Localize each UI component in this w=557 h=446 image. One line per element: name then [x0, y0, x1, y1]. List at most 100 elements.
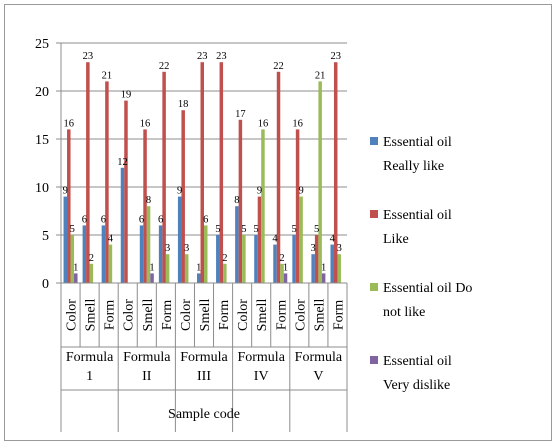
bar	[242, 235, 246, 283]
bar	[89, 263, 94, 283]
y-tick-label: 5	[42, 229, 49, 244]
group-label: Formula	[123, 350, 171, 365]
bar	[82, 225, 87, 283]
legend-swatch	[370, 283, 378, 291]
data-label: 23	[197, 51, 208, 62]
data-label: 16	[140, 118, 151, 129]
bar	[223, 263, 227, 283]
data-label: 19	[121, 90, 132, 101]
x-category-label: Form	[160, 300, 175, 330]
x-category-label: Smell	[255, 299, 270, 332]
x-category-label: Color	[293, 299, 308, 331]
data-label: 1	[321, 262, 326, 273]
data-label: 1	[73, 262, 78, 273]
x-category-label: Smell	[312, 299, 327, 332]
data-label: 17	[235, 109, 246, 120]
legend-swatch	[370, 137, 378, 145]
data-label: 23	[216, 51, 227, 62]
bar	[67, 129, 71, 283]
data-label: 6	[82, 214, 87, 225]
data-label: 23	[330, 51, 341, 62]
bar	[165, 254, 170, 283]
group-label: III	[197, 369, 211, 384]
x-category-label: Smell	[141, 299, 156, 332]
data-label: 5	[253, 224, 258, 235]
data-label: 2	[89, 253, 94, 264]
legend-label: Essential oil	[383, 208, 452, 223]
data-label: 12	[117, 157, 128, 168]
data-label: 16	[292, 118, 303, 129]
bar	[261, 129, 265, 283]
data-label: 6	[203, 214, 208, 225]
data-label: 8	[146, 195, 151, 206]
bar	[321, 273, 326, 283]
bar	[101, 225, 106, 283]
group-label: V	[313, 369, 323, 384]
bar	[292, 235, 296, 283]
bar	[276, 71, 281, 283]
bar	[333, 62, 338, 284]
data-label: 2	[222, 253, 227, 264]
bar	[124, 100, 128, 283]
data-label: 22	[273, 61, 284, 72]
y-tick-label: 10	[35, 181, 49, 196]
data-label: 6	[158, 214, 163, 225]
bar	[200, 62, 204, 284]
y-tick-label: 15	[35, 133, 49, 148]
x-category-label: Form	[331, 300, 346, 330]
bar	[318, 81, 322, 284]
legend-label: not like	[383, 305, 425, 320]
bar	[108, 244, 113, 283]
data-label: 9	[257, 186, 262, 197]
data-label: 16	[258, 118, 269, 129]
x-category-label: Form	[217, 300, 232, 330]
bar	[314, 235, 319, 283]
data-label: 5	[215, 224, 220, 235]
data-label: 1	[149, 262, 154, 273]
data-label: 3	[337, 243, 342, 254]
bar	[273, 244, 277, 283]
group-label: Formula	[180, 350, 228, 365]
group-label: II	[142, 369, 152, 384]
y-tick-label: 0	[42, 277, 49, 292]
x-axis-title: Sample code	[168, 407, 240, 422]
x-category-label: Form	[274, 300, 289, 330]
x-category-label: Form	[103, 300, 118, 330]
bar	[63, 196, 68, 283]
bar	[337, 254, 341, 283]
bar	[74, 273, 78, 283]
data-label: 6	[101, 214, 106, 225]
group-label: Formula	[295, 350, 343, 365]
data-label: 5	[291, 224, 296, 235]
data-label: 6	[139, 214, 144, 225]
x-category-label: Color	[122, 299, 137, 331]
data-label: 3	[311, 243, 316, 254]
data-label: 4	[108, 234, 114, 245]
data-label: 1	[283, 262, 288, 273]
data-label: 21	[102, 70, 113, 81]
data-label: 3	[184, 243, 189, 254]
legend-label: Essential oil	[383, 354, 452, 369]
x-category-label: Smell	[198, 299, 213, 332]
bar	[238, 119, 243, 283]
y-tick-label: 20	[35, 85, 49, 100]
data-labels: 9165162326214121961681622391831236523281…	[63, 51, 342, 273]
data-label: 22	[159, 61, 170, 72]
data-label: 9	[63, 186, 68, 197]
data-label: 8	[234, 195, 239, 206]
data-label: 5	[241, 224, 246, 235]
data-label: 18	[178, 99, 189, 110]
legend-label: Like	[383, 232, 409, 247]
data-label: 3	[165, 243, 170, 254]
data-label: 4	[330, 234, 336, 245]
bar	[299, 196, 303, 283]
group-label: 1	[86, 369, 93, 384]
bar	[283, 273, 288, 283]
x-category-label: Smell	[84, 299, 99, 332]
bar	[254, 235, 258, 283]
bar	[257, 196, 262, 283]
bar	[235, 206, 239, 283]
x-category-label: Color	[65, 299, 80, 331]
bar	[143, 129, 147, 283]
x-category-label: Color	[236, 299, 251, 331]
